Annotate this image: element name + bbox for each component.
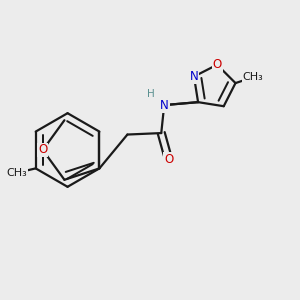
Text: O: O: [212, 58, 222, 71]
Text: CH₃: CH₃: [6, 168, 27, 178]
Text: N: N: [190, 70, 198, 83]
Text: H: H: [147, 89, 155, 99]
Text: CH₃: CH₃: [243, 72, 263, 82]
Text: O: O: [164, 153, 173, 166]
Text: O: O: [38, 143, 47, 157]
Text: N: N: [160, 99, 169, 112]
